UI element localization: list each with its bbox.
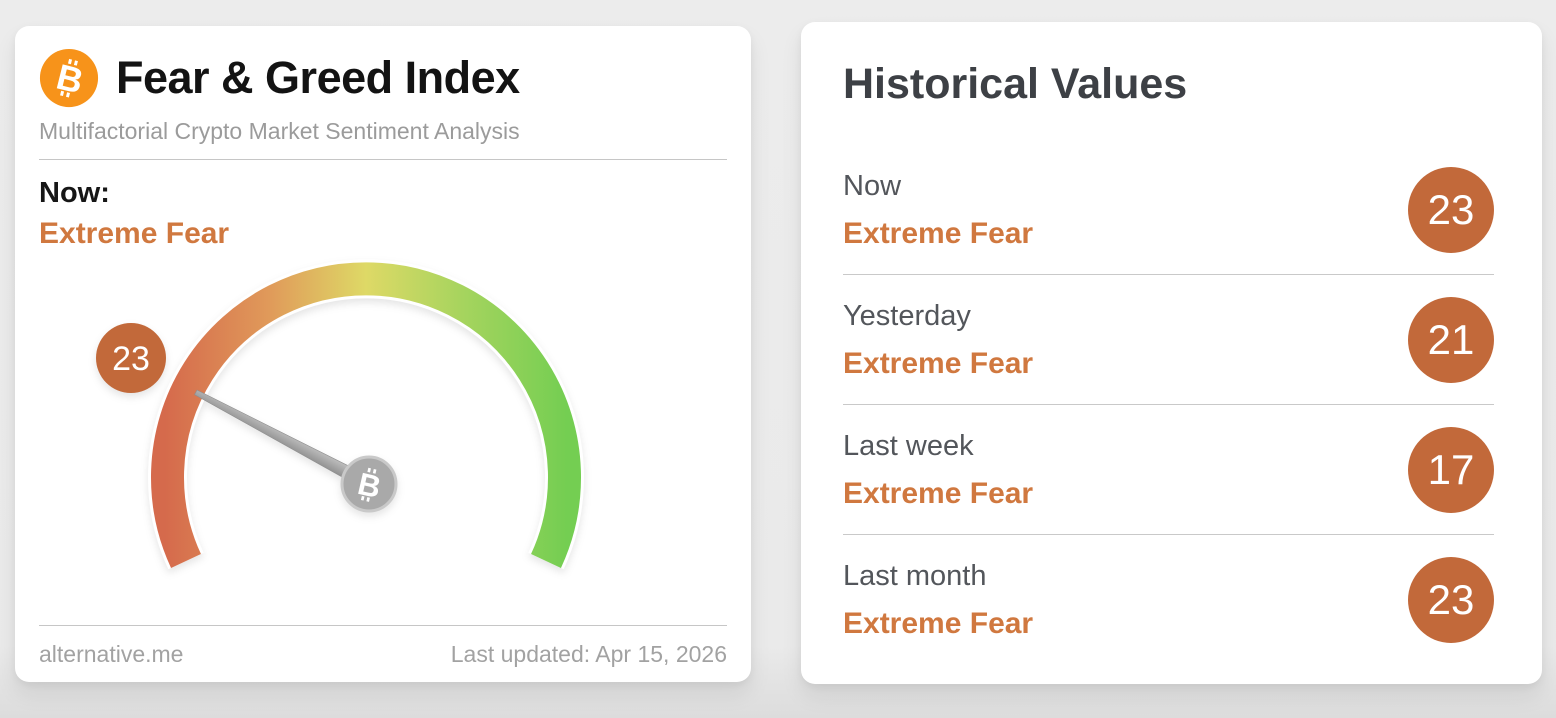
card-subtitle: Multifactorial Crypto Market Sentiment A… <box>39 118 520 144</box>
gauge-value: 23 <box>112 340 150 378</box>
card-header: B Fear & Greed Index <box>39 48 727 108</box>
history-row-yesterday: Yesterday Extreme Fear 21 <box>843 275 1494 406</box>
last-updated: Last updated: Apr 15, 2026 <box>450 641 727 667</box>
bitcoin-icon: B <box>39 48 99 108</box>
row-period: Last month <box>843 559 987 592</box>
footer-divider <box>39 625 727 626</box>
value-badge: 23 <box>1408 557 1494 644</box>
gauge-hub-bitcoin-icon: B <box>340 455 398 513</box>
value-badge: 23 <box>1408 167 1494 254</box>
row-period: Yesterday <box>843 299 971 332</box>
fear-greed-card: B Fear & Greed Index Multifactorial Cryp… <box>15 26 751 682</box>
value-badge: 17 <box>1408 427 1494 514</box>
history-row-now: Now Extreme Fear 23 <box>843 145 1494 276</box>
historical-values-card: Historical Values Now Extreme Fear 23 Ye… <box>801 22 1542 684</box>
header-divider <box>39 159 727 160</box>
gauge-arc <box>151 262 581 568</box>
card-title: Fear & Greed Index <box>116 52 520 104</box>
row-classification: Extreme Fear <box>843 217 1034 251</box>
card-footer: alternative.me Last updated: Apr 15, 202… <box>39 625 727 668</box>
gauge-value-badge: 23 <box>96 323 166 393</box>
history-row-last-month: Last month Extreme Fear 23 <box>843 535 1494 664</box>
history-row-last-week: Last week Extreme Fear 17 <box>843 405 1494 536</box>
now-classification: Extreme Fear <box>39 217 230 251</box>
row-classification: Extreme Fear <box>843 347 1034 381</box>
value-badge: 21 <box>1408 297 1494 384</box>
history-rows: Now Extreme Fear 23 Yesterday Extreme Fe… <box>843 145 1494 664</box>
source-link[interactable]: alternative.me <box>39 641 184 667</box>
gauge-chart: B 23 <box>96 259 584 570</box>
row-period: Now <box>843 169 902 202</box>
now-label: Now: <box>39 177 110 209</box>
history-title: Historical Values <box>843 60 1188 108</box>
row-classification: Extreme Fear <box>843 607 1034 641</box>
row-classification: Extreme Fear <box>843 477 1034 511</box>
row-period: Last week <box>843 429 974 462</box>
